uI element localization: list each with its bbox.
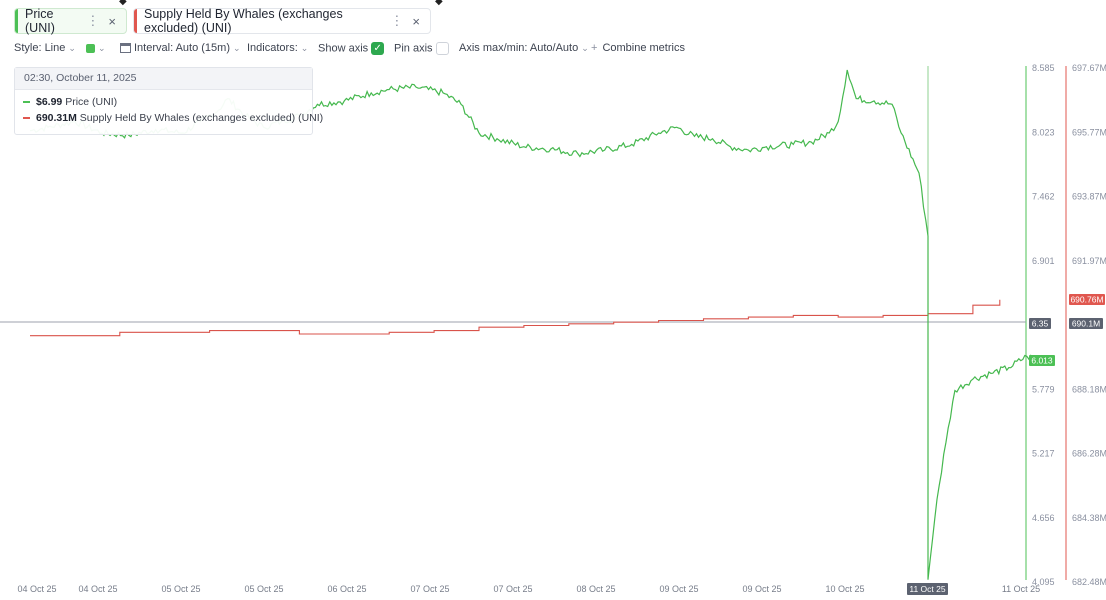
price-legend-dash — [23, 101, 30, 104]
tooltip-timestamp: 02:30, October 11, 2025 — [15, 68, 312, 90]
time-axis-tick: 07 Oct 25 — [410, 584, 449, 594]
whales-legend-dash — [23, 117, 30, 120]
chevron-down-icon: ⌄ — [581, 43, 589, 53]
indicators-label: Indicators: — [247, 42, 298, 54]
whales-axis-tick: 695.77M — [1072, 127, 1106, 137]
crosshair-date-badge: 11 Oct 25 — [907, 583, 948, 595]
price-axis-tick: 7.462 — [1032, 192, 1055, 202]
plus-icon: + — [591, 42, 598, 54]
crosshair-tooltip: 02:30, October 11, 2025 $6.99 Price (UNI… — [14, 67, 323, 135]
tab-price[interactable]: Price (UNI) ⋮ × — [14, 7, 127, 35]
time-axis-tick: 05 Oct 25 — [161, 584, 200, 594]
time-axis-tick: 04 Oct 25 — [17, 584, 56, 594]
whales-axis-tick: 682.48M — [1072, 577, 1106, 587]
time-axis-tick: 11 Oct 25 — [1002, 584, 1040, 594]
style-label: Style: Line — [14, 42, 66, 54]
whales-axis-tick: 697.67M — [1072, 63, 1106, 73]
chevron-down-icon: ⌄ — [68, 43, 76, 53]
tooltip-price-value: $6.99 — [36, 96, 63, 108]
show-axis-toggle[interactable]: Show axis ✓ — [318, 42, 385, 55]
price-axis: 8.585 8.023 7.462 6.901 5.779 5.217 4.656 4.095 — [1032, 63, 1055, 587]
tab-price-label: Price (UNI) — [25, 7, 55, 35]
interval-selector[interactable]: Interval: Auto (15m) ⌄ — [120, 42, 241, 54]
time-axis-tick: 06 Oct 25 — [327, 584, 366, 594]
tooltip-row-whales: 690.31M Supply Held By Whales (exchanges… — [15, 111, 323, 125]
whales-color-bar — [134, 9, 137, 33]
tab-whales[interactable]: Supply Held By Whales (exchanges exclude… — [133, 7, 431, 35]
price-axis-tick: 5.779 — [1032, 384, 1055, 394]
whales-axis: 697.67M 695.77M 693.87M 691.97M 688.18M 686.2… — [1072, 63, 1106, 587]
indicators-selector[interactable]: Indicators: ⌄ — [247, 42, 308, 54]
time-axis-tick: 09 Oct 25 — [742, 584, 781, 594]
show-axis-label: Show axis — [318, 42, 369, 55]
price-axis-tick: 5.217 — [1032, 449, 1055, 459]
svg-text:11 Oct 25: 11 Oct 25 — [909, 584, 945, 594]
whales-axis-tick: 691.97M — [1072, 256, 1106, 266]
axis-maxmin-label: Axis max/min: Auto/Auto — [459, 42, 579, 54]
chevron-down-icon: ⌄ — [98, 43, 106, 53]
combine-label: Combine metrics — [602, 42, 685, 54]
time-axis-tick: 08 Oct 25 — [576, 584, 615, 594]
whales-axis-tick: 693.87M — [1072, 192, 1106, 202]
color-swatch — [86, 43, 95, 53]
svg-text:6.35: 6.35 — [1032, 319, 1049, 329]
time-axis-tick: 09 Oct 25 — [659, 584, 698, 594]
close-icon[interactable]: × — [108, 13, 116, 29]
pin-axis-toggle[interactable]: Pin axis — [394, 42, 449, 55]
chevron-down-icon: ⌄ — [300, 43, 309, 53]
price-current-badge: 6.013 — [1029, 355, 1055, 366]
time-axis-tick: 05 Oct 25 — [244, 584, 283, 594]
drag-handle-icon[interactable]: ◆ — [435, 0, 443, 7]
series-line-price — [29, 69, 1045, 580]
svg-text:690.1M: 690.1M — [1072, 319, 1100, 329]
price-axis-tick: 4.095 — [1032, 577, 1055, 587]
metric-tabs: Price (UNI) ⋮ × Supply Held By Whales (e… — [14, 7, 431, 36]
more-options-icon[interactable]: ⋮ — [86, 13, 99, 28]
interval-label: Interval: Auto (15m) — [134, 42, 230, 54]
time-axis-tick: 07 Oct 25 — [493, 584, 532, 594]
chevron-down-icon: ⌄ — [233, 43, 241, 53]
axis-maxmin-selector[interactable]: Axis max/min: Auto/Auto ⌄ — [459, 42, 589, 54]
time-axis-tick: 10 Oct 25 — [825, 584, 864, 594]
crosshair-price-badge: 6.35 — [1029, 318, 1051, 329]
tooltip-whales-value: 690.31M — [36, 112, 77, 124]
color-picker[interactable]: ⌄ — [86, 42, 106, 54]
svg-text:6.013: 6.013 — [1031, 356, 1053, 366]
time-axis: 04 Oct 25 04 Oct 25 05 Oct 25 05 Oct 25 06 O… — [17, 584, 1040, 594]
close-icon[interactable]: × — [412, 13, 420, 29]
checkbox-empty[interactable] — [435, 42, 449, 55]
whales-axis-tick: 688.18M — [1072, 384, 1106, 394]
tooltip-whales-label: Supply Held By Whales (exchanges exclude… — [79, 112, 324, 124]
whales-current-badge: 690.76M — [1069, 294, 1105, 305]
pin-axis-label: Pin axis — [394, 42, 433, 55]
calendar-icon — [120, 43, 131, 54]
tab-whales-label: Supply Held By Whales (exchanges exclude… — [144, 7, 343, 35]
crosshair-whales-badge: 690.1M — [1069, 318, 1103, 329]
style-selector[interactable]: Style: Line ⌄ — [14, 42, 76, 54]
price-axis-tick: 6.901 — [1032, 256, 1055, 266]
whales-axis-tick: 684.38M — [1072, 513, 1106, 523]
price-color-bar — [15, 9, 18, 33]
price-axis-tick: 8.585 — [1032, 63, 1055, 73]
tooltip-row-price: $6.99 Price (UNI) — [15, 95, 312, 109]
price-axis-tick: 8.023 — [1032, 127, 1055, 137]
check-icon[interactable]: ✓ — [371, 42, 385, 55]
series-line-whales — [30, 299, 1001, 337]
time-axis-tick: 04 Oct 25 — [78, 584, 117, 594]
tooltip-price-label: Price (UNI) — [65, 96, 118, 108]
price-axis-tick: 4.656 — [1032, 513, 1055, 523]
svg-text:690.76M: 690.76M — [1070, 295, 1103, 305]
combine-metrics-button[interactable]: + Combine metrics — [591, 42, 685, 54]
drag-handle-icon[interactable]: ◆ — [119, 0, 127, 7]
whales-axis-tick: 686.28M — [1072, 449, 1106, 459]
more-options-icon[interactable]: ⋮ — [390, 13, 403, 28]
